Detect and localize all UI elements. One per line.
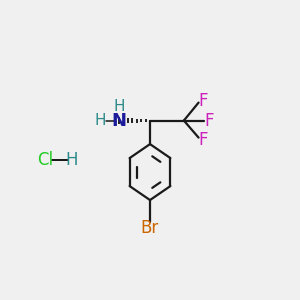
Text: H: H [94, 113, 106, 128]
Text: F: F [198, 92, 208, 110]
Text: F: F [204, 112, 214, 130]
Text: H: H [113, 99, 125, 114]
Text: Br: Br [141, 219, 159, 237]
Text: H: H [66, 151, 78, 169]
Text: F: F [198, 131, 208, 149]
Text: Cl: Cl [38, 151, 53, 169]
Text: N: N [112, 112, 127, 130]
